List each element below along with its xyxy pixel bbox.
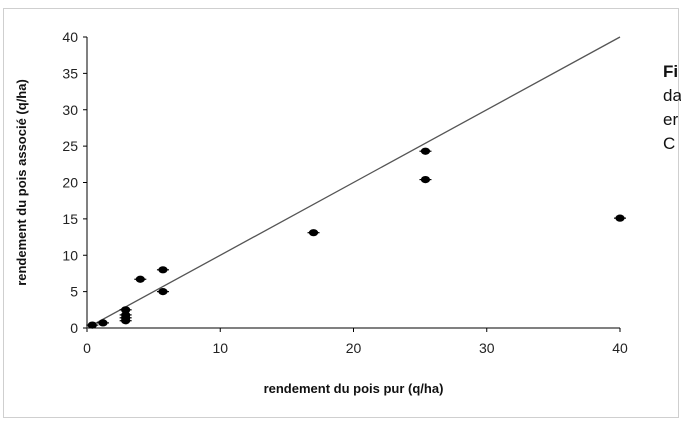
data-point	[134, 275, 147, 283]
y-tick-label: 0	[70, 320, 78, 336]
y-tick-label: 20	[62, 175, 78, 191]
x-tick-label: 20	[346, 340, 362, 356]
data-point	[307, 229, 320, 237]
axes	[83, 36, 621, 332]
data-point	[156, 288, 169, 296]
y-tick-label: 40	[62, 29, 78, 45]
chart-frame	[3, 8, 679, 418]
data-point	[96, 319, 109, 327]
x-tick-label: 40	[612, 340, 628, 356]
y-tick-label: 10	[62, 247, 78, 263]
data-point	[419, 175, 432, 184]
data-points	[86, 147, 626, 329]
x-tick-label: 0	[83, 340, 91, 356]
y-tick-label: 35	[62, 65, 78, 81]
y-tick-label: 25	[62, 138, 78, 154]
y-tick-label: 15	[62, 211, 78, 227]
data-point	[86, 321, 99, 329]
caption-line-2: da	[663, 86, 681, 105]
data-point	[119, 306, 132, 314]
caption-line-4: C	[663, 134, 676, 153]
y-tick-label: 5	[70, 284, 78, 300]
data-point	[419, 147, 432, 155]
x-tick-label: 30	[479, 340, 495, 356]
data-point	[156, 266, 169, 274]
caption-line-1: Fi	[663, 62, 679, 81]
tick-labels: 0 10 20 30 40 0 5 10 15 20 25 30 35 40	[62, 29, 628, 356]
data-point	[119, 317, 132, 325]
caption-line-3: er	[663, 110, 679, 129]
y-axis-label: rendement du pois associé (q/ha)	[14, 79, 29, 286]
figure-caption: Fi da er C	[663, 60, 681, 156]
reference-line-y-equals-x	[86, 36, 621, 329]
y-tick-label: 30	[62, 102, 78, 118]
x-tick-label: 10	[212, 340, 228, 356]
x-axis-label: rendement du pois pur (q/ha)	[264, 381, 444, 396]
data-point	[614, 214, 626, 222]
